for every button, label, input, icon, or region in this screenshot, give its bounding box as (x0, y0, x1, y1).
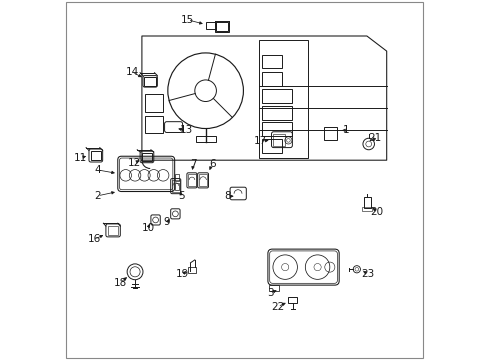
Bar (363, 197, 370, 208)
Bar (188, 267, 196, 273)
Text: 1: 1 (343, 125, 349, 135)
Text: 10: 10 (141, 222, 154, 233)
Bar (261, 122, 292, 136)
Text: 17: 17 (254, 136, 267, 146)
Bar (216, 22, 227, 31)
Bar (261, 106, 292, 120)
Bar (145, 94, 163, 112)
Text: 18: 18 (113, 278, 127, 288)
Text: 2: 2 (94, 191, 101, 201)
Bar (195, 136, 215, 142)
Bar (171, 180, 179, 192)
Text: 3: 3 (266, 288, 273, 298)
Bar (261, 139, 281, 153)
Text: 6: 6 (208, 159, 215, 169)
Bar (187, 174, 196, 186)
Bar (215, 21, 229, 32)
Bar (107, 226, 118, 235)
Bar (142, 153, 152, 161)
Bar (261, 72, 281, 86)
Bar (268, 285, 279, 291)
Text: 12: 12 (128, 158, 141, 168)
Bar (145, 116, 163, 133)
Bar (323, 127, 337, 140)
Text: 16: 16 (87, 234, 101, 244)
Text: 11: 11 (74, 153, 87, 163)
Bar (199, 174, 207, 186)
Bar (258, 40, 307, 158)
Text: 9: 9 (163, 217, 170, 228)
Bar (261, 55, 281, 68)
Bar (91, 151, 101, 160)
Bar (174, 183, 179, 190)
Text: 19: 19 (176, 269, 189, 279)
Bar (205, 22, 215, 29)
Text: 22: 22 (270, 302, 284, 312)
Text: 21: 21 (367, 132, 381, 143)
Text: 14: 14 (125, 67, 139, 77)
Text: 5: 5 (178, 191, 184, 201)
Text: 7: 7 (190, 159, 196, 169)
Bar (361, 207, 371, 211)
Text: 23: 23 (360, 269, 373, 279)
Bar (144, 77, 156, 86)
Text: 8: 8 (224, 191, 230, 201)
Text: 4: 4 (94, 165, 101, 175)
Bar (273, 134, 284, 146)
Text: 20: 20 (370, 207, 383, 217)
Text: 13: 13 (179, 125, 192, 135)
Bar (261, 89, 292, 103)
Text: 15: 15 (181, 15, 194, 25)
Bar (288, 297, 296, 303)
Bar (174, 174, 179, 181)
